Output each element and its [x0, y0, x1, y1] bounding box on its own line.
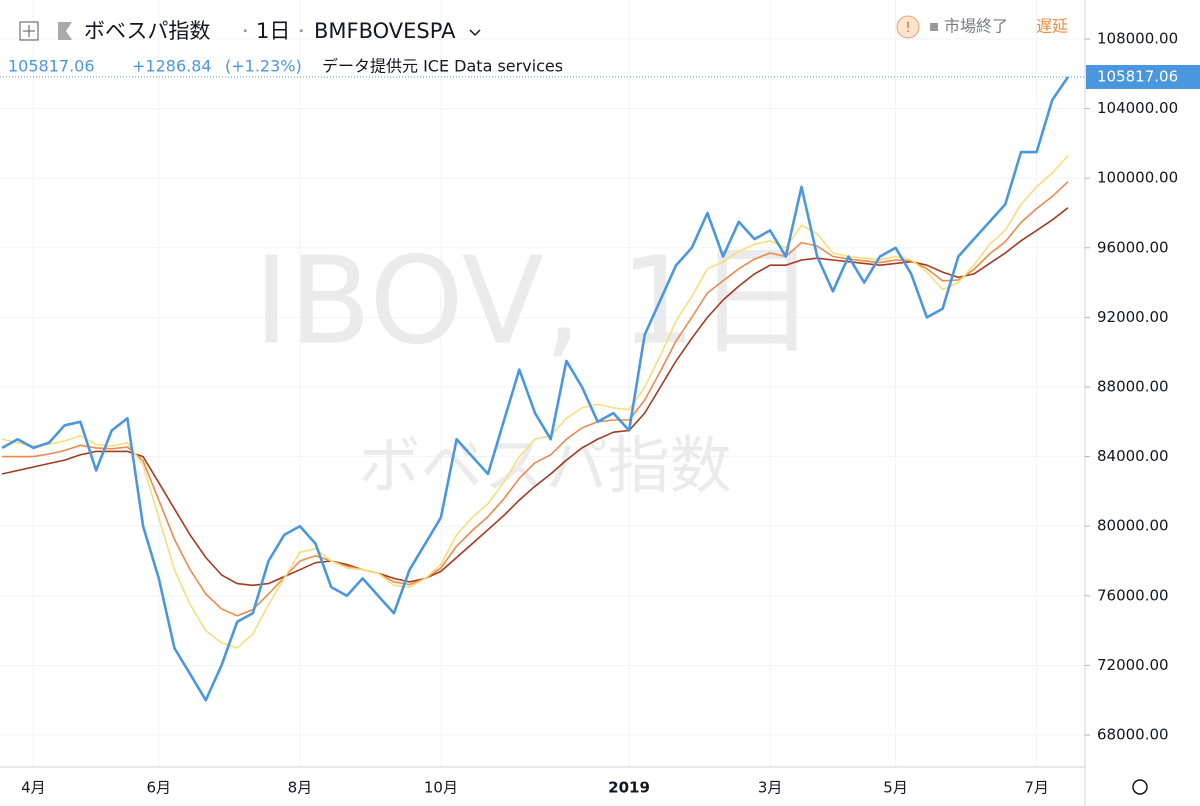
y-tick-label: 92000.00 — [1097, 308, 1169, 326]
exchange[interactable]: BMFBOVESPA — [314, 19, 456, 43]
data-source: データ提供元 ICE Data services — [322, 57, 563, 76]
dropdown-arrow[interactable] — [469, 29, 481, 37]
market-status: 市場終了 — [944, 17, 1008, 36]
separator: · — [298, 19, 305, 43]
change-percent: (+1.23%) — [225, 57, 302, 76]
series-line — [1, 207, 1069, 587]
x-tick-label: 2019 — [608, 779, 650, 797]
watermark-name: ボベスパ指数 — [358, 429, 731, 502]
y-tick-label: 68000.00 — [1097, 725, 1169, 743]
status-dot — [930, 23, 938, 31]
grid — [0, 0, 1085, 767]
series-line — [2, 181, 1069, 617]
watermark-symbol: IBOV, 1日 — [254, 233, 817, 372]
flag-icon — [58, 22, 72, 40]
price-tag — [1086, 64, 1200, 89]
x-tick-label: 8月 — [288, 779, 313, 797]
x-tick-label: 10月 — [424, 779, 458, 797]
alert-icon[interactable] — [896, 15, 920, 39]
series-line — [1, 155, 1069, 649]
toggle-icon[interactable] — [19, 21, 39, 41]
alert-mark: ! — [905, 20, 911, 36]
x-tick-label: 4月 — [21, 779, 46, 797]
y-tick-label: 104000.00 — [1097, 99, 1178, 117]
x-tick-label: 3月 — [758, 779, 783, 797]
delay-label: 遅延 — [1036, 17, 1068, 36]
x-tick-label: 6月 — [146, 779, 171, 797]
y-tick-label: 96000.00 — [1097, 238, 1169, 256]
price-tag-label: 105817.06 — [1097, 67, 1178, 85]
axes: 68000.00 72000.00 76000.00 80000.00 84000.00… — [21, 29, 1200, 797]
change: +1286.84 — [132, 57, 212, 76]
y-tick-label: 88000.00 — [1097, 377, 1169, 395]
y-tick-label: 80000.00 — [1097, 517, 1169, 535]
x-tick-label: 7月 — [1024, 779, 1049, 797]
y-tick-label: 108000.00 — [1097, 29, 1178, 47]
y-tick-label: 72000.00 — [1097, 656, 1169, 674]
y-tick-label: 100000.00 — [1097, 169, 1178, 187]
settings-icon[interactable] — [1132, 779, 1148, 795]
y-tick-label: 76000.00 — [1097, 586, 1169, 604]
plot — [0, 76, 1085, 702]
x-tick-label: 5月 — [883, 779, 908, 797]
last-price: 105817.06 — [8, 57, 95, 76]
separator: · — [242, 19, 249, 43]
interval: 1日 — [256, 19, 290, 43]
symbol-name: ボベスパ指数 — [84, 19, 210, 43]
y-tick-label: 84000.00 — [1097, 447, 1169, 465]
series-line — [1, 76, 1070, 702]
